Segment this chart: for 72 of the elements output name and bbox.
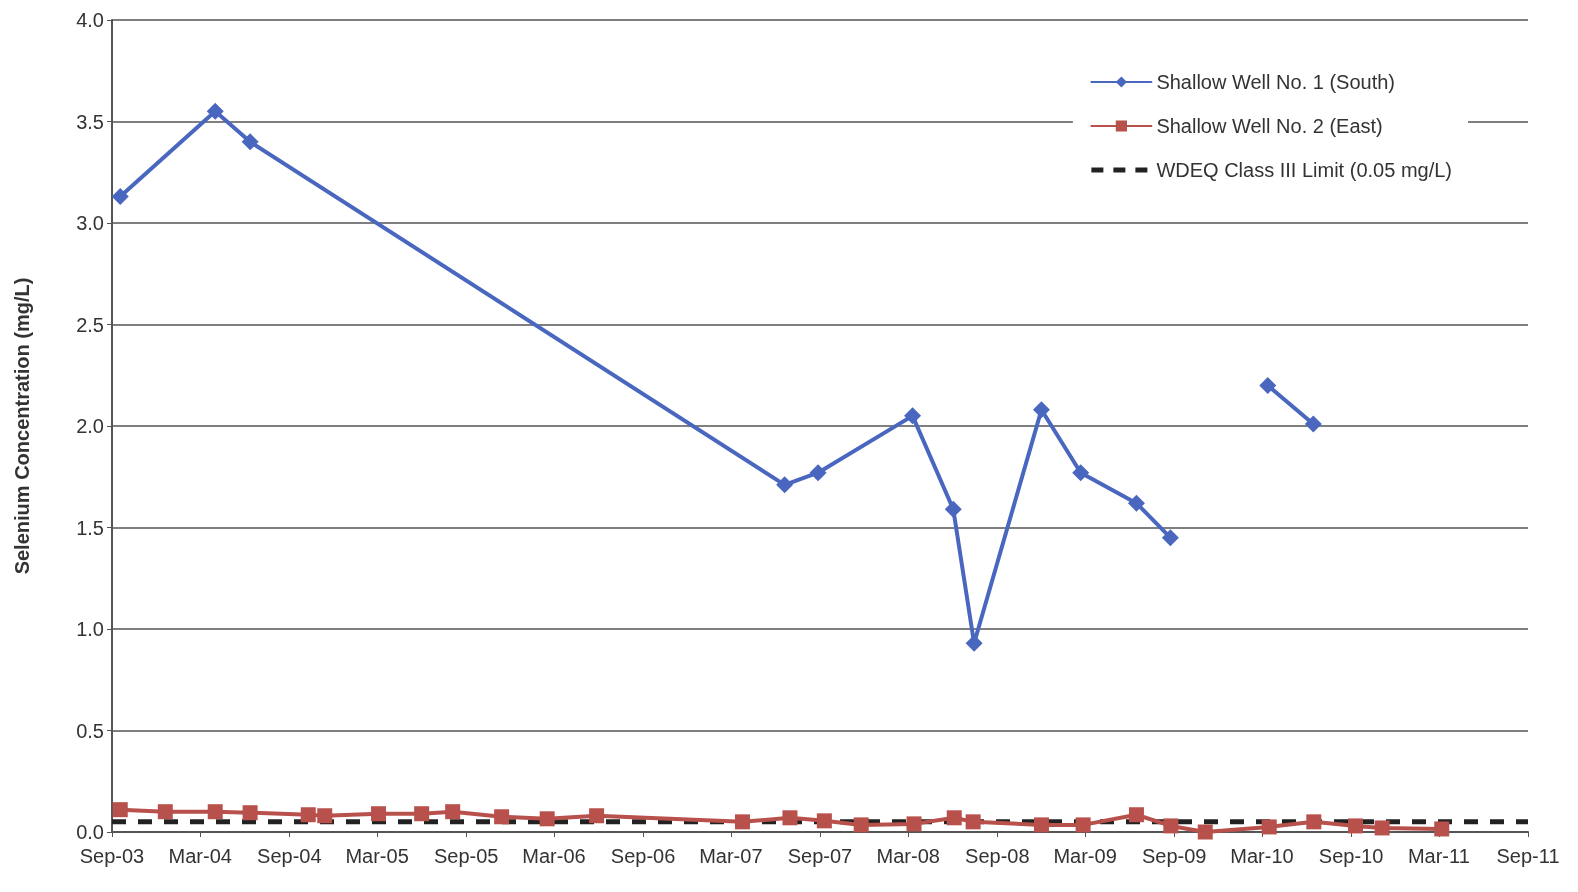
point	[589, 808, 605, 824]
legend-label: Shallow Well No. 1 (South)	[1156, 71, 1396, 93]
point	[445, 804, 461, 820]
point	[414, 806, 430, 822]
point	[904, 407, 922, 425]
point	[1075, 817, 1091, 833]
y-tick-label: 0.5	[76, 719, 104, 742]
y-tick-label: 1.5	[76, 516, 104, 539]
x-tick-label: Sep-10	[1318, 845, 1384, 867]
point	[1259, 376, 1277, 394]
point	[944, 500, 962, 518]
point	[734, 814, 750, 830]
point	[157, 804, 173, 820]
point	[1347, 818, 1363, 834]
y-tick-label: 2.5	[76, 313, 104, 336]
point	[206, 102, 224, 120]
x-tick-label: Sep-08	[965, 845, 1030, 867]
x-tick-label: Sep-07	[787, 845, 853, 867]
y-tick-label: 3.5	[76, 110, 104, 133]
x-tick-label: Mar-05	[345, 845, 409, 867]
point	[111, 188, 129, 206]
point	[782, 810, 798, 826]
x-tick-label: Mar-06	[522, 845, 586, 867]
point	[1072, 464, 1090, 482]
x-tick-label: Mar-11	[1407, 845, 1470, 867]
point	[1304, 415, 1322, 433]
y-tick-label: 0.0	[76, 821, 104, 843]
point	[242, 805, 258, 821]
x-tick-label: Sep-11	[1496, 845, 1560, 867]
point	[965, 814, 981, 830]
point	[946, 810, 962, 826]
point	[1127, 494, 1145, 512]
point	[241, 133, 259, 151]
point	[1033, 817, 1049, 833]
x-tick-label: Sep-06	[610, 845, 676, 867]
point	[1434, 821, 1450, 837]
point	[1374, 820, 1390, 836]
x-tick-label: Mar-04	[168, 845, 232, 867]
point	[816, 813, 832, 829]
y-tick-label: 2.0	[76, 415, 104, 437]
point	[1163, 818, 1179, 834]
legend-label: Shallow Well No. 2 (East)	[1156, 115, 1383, 137]
x-tick-label: Mar-08	[876, 845, 940, 867]
point	[776, 476, 794, 494]
point	[906, 816, 922, 832]
x-tick-label: Sep-05	[433, 845, 499, 867]
point	[317, 808, 333, 824]
point	[371, 806, 387, 822]
point	[1128, 807, 1144, 823]
point	[207, 804, 223, 820]
x-tick-label: Sep-04	[257, 845, 322, 867]
point	[1197, 824, 1213, 840]
x-tick-label: Mar-09	[1053, 845, 1117, 867]
point	[1261, 819, 1277, 835]
y-tick-label: 1.0	[76, 618, 104, 640]
point	[112, 802, 128, 818]
x-tick-label: Sep-03	[79, 845, 145, 867]
point	[300, 807, 316, 823]
x-tick-label: Mar-07	[699, 845, 763, 867]
legend-label: WDEQ Class III Limit (0.05 mg/L)	[1156, 159, 1453, 181]
point	[853, 817, 869, 833]
x-tick-label: Sep-09	[1141, 845, 1207, 867]
y-tick-label: 4.0	[76, 9, 104, 31]
point	[1306, 814, 1322, 830]
x-tick-label: Mar-10	[1230, 845, 1294, 867]
point	[1032, 401, 1050, 419]
y-axis-title: Selenium Concentration (mg/L)	[11, 277, 33, 575]
point	[1161, 529, 1179, 547]
point	[494, 809, 510, 825]
point	[539, 811, 555, 827]
point	[809, 464, 827, 482]
y-tick-label: 3.0	[76, 212, 104, 234]
